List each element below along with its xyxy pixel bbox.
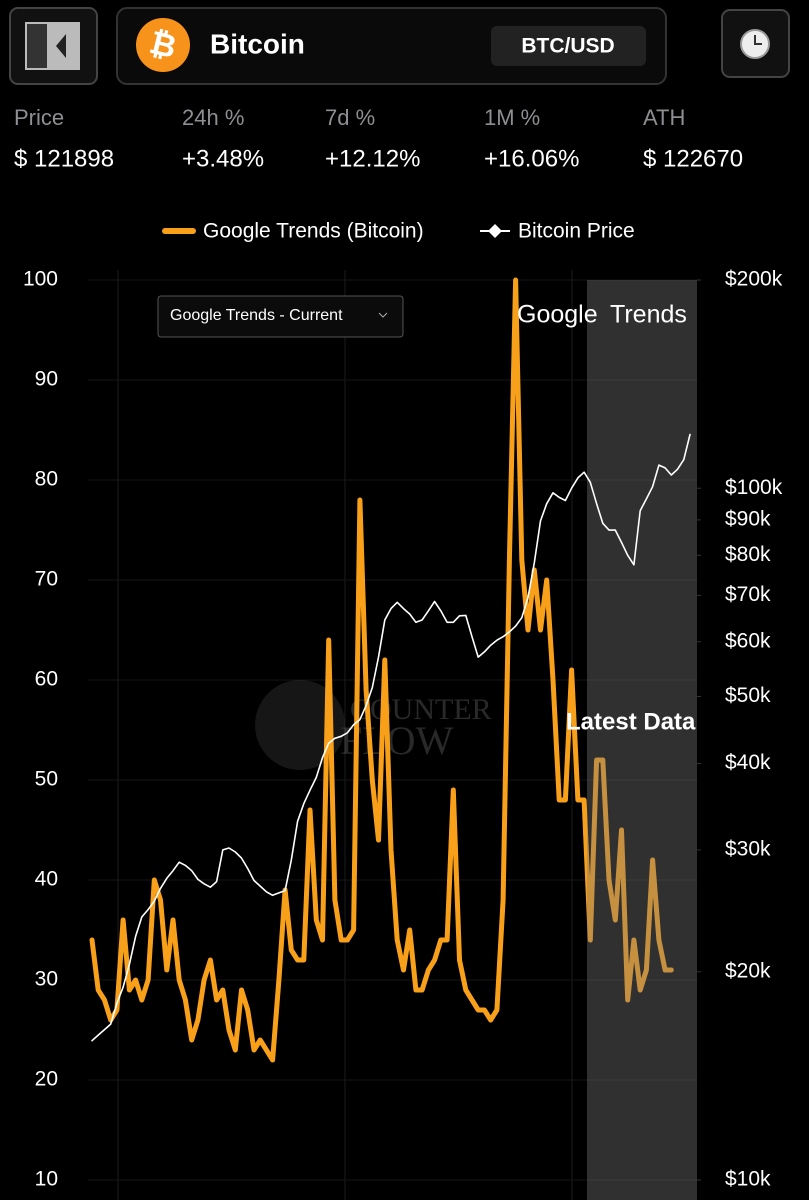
stats-row: Price $ 121898 24h % +3.48% 7d % +12.12% 1M % +… bbox=[14, 105, 743, 173]
series-line bbox=[91, 433, 691, 1042]
stat-value: +12.12% bbox=[325, 145, 420, 172]
y-tick-label: 70 bbox=[35, 568, 58, 591]
trends-logo: Trends bbox=[610, 301, 687, 329]
y-tick-label: 90 bbox=[35, 368, 58, 391]
y2-tick-label: $60k bbox=[725, 629, 771, 652]
y-tick-label: 80 bbox=[35, 468, 58, 491]
legend-marker bbox=[488, 224, 502, 238]
asset-title: Bitcoin bbox=[210, 28, 305, 59]
sidebar-icon-arrow bbox=[56, 34, 66, 58]
stat-value: +3.48% bbox=[182, 145, 264, 172]
series-line bbox=[89, 277, 674, 1063]
y-tick-label: 20 bbox=[35, 1068, 58, 1091]
y2-tick-label: $100k bbox=[725, 476, 783, 499]
sidebar-button[interactable] bbox=[9, 7, 98, 85]
stat-value: $ 121898 bbox=[14, 145, 114, 172]
y2-tick-label: $80k bbox=[725, 543, 771, 566]
y2-tick-label: $40k bbox=[725, 751, 771, 774]
watermark: COUNTER FLOW bbox=[255, 680, 492, 770]
stat-label: ATH bbox=[643, 105, 685, 130]
y-tick-label: 30 bbox=[35, 968, 58, 991]
stat-value: $ 122670 bbox=[643, 145, 743, 172]
pair-label: BTC/USD bbox=[521, 35, 614, 58]
sidebar-icon-panel bbox=[27, 24, 47, 68]
y2-tick-label: $20k bbox=[725, 959, 771, 982]
y-tick-label: 10 bbox=[35, 1168, 58, 1191]
y-tick-label: 60 bbox=[35, 668, 58, 691]
stat-label: 24h % bbox=[182, 105, 244, 130]
y2-tick-label: $90k bbox=[725, 507, 771, 530]
y2-tick-label: $10k bbox=[725, 1168, 771, 1191]
watermark-text: COUNTER bbox=[350, 693, 492, 726]
legend-label: Google Trends (Bitcoin) bbox=[203, 220, 424, 243]
y2-tick-label: $70k bbox=[725, 583, 771, 606]
y-tick-label: 40 bbox=[35, 868, 58, 891]
stat-label: 7d % bbox=[325, 105, 375, 130]
legend-label: Bitcoin Price bbox=[518, 220, 635, 243]
asset-header: ₿ Bitcoin BTC/USD bbox=[116, 7, 667, 85]
stat-value: +16.06% bbox=[484, 145, 579, 172]
y2-tick-label: $200k bbox=[725, 268, 783, 291]
annotation: Latest Data bbox=[566, 708, 696, 735]
dropdown-label: Google Trends - Current bbox=[170, 307, 343, 324]
y2-tick-label: $30k bbox=[725, 837, 771, 860]
latest-data-shade bbox=[587, 280, 697, 1200]
pair-badge bbox=[491, 26, 646, 66]
dropdown-chevron bbox=[378, 312, 388, 318]
stat-label: Price bbox=[14, 105, 64, 130]
grid: 10 20 30 40 50 60 70 80 90 100 $200k $100k $90k $80k $… bbox=[23, 268, 783, 1191]
history-button[interactable] bbox=[721, 9, 790, 78]
stat-label: 1M % bbox=[484, 105, 540, 130]
clock-hands bbox=[754, 35, 762, 45]
google-logo: Google bbox=[517, 301, 598, 329]
plot bbox=[89, 277, 697, 1200]
bitcoin-logo bbox=[136, 18, 190, 72]
y-tick-label: 100 bbox=[23, 268, 58, 291]
y-tick-label: 50 bbox=[35, 768, 58, 791]
series-dropdown[interactable] bbox=[157, 295, 404, 338]
watermark-logo bbox=[255, 680, 345, 770]
y2-tick-label: $50k bbox=[725, 684, 771, 707]
